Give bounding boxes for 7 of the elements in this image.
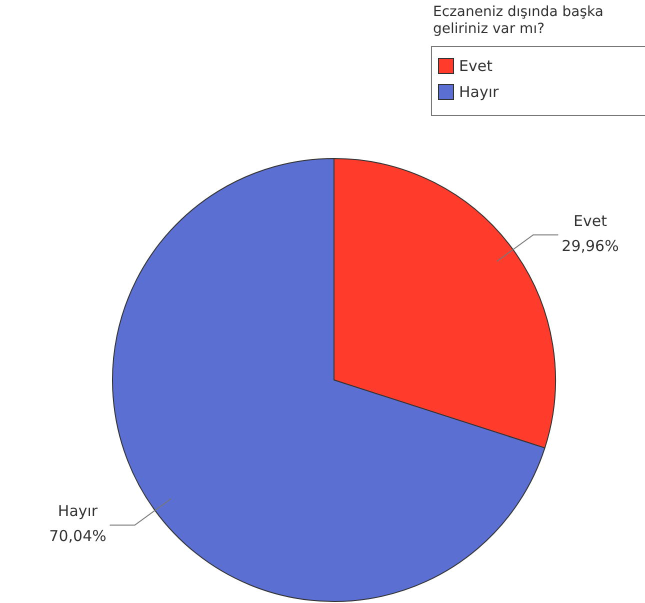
legend-label: Hayır [459,83,499,101]
legend-label: Evet [459,57,492,75]
slice-label: Evet [574,212,608,230]
legend-title: Eczaneniz dışında başka geliriniz var mı? [433,4,604,38]
data-label: 29,96% [562,236,619,255]
data-label: 70,04% [49,527,106,546]
slice-label: Hayır [58,502,98,520]
